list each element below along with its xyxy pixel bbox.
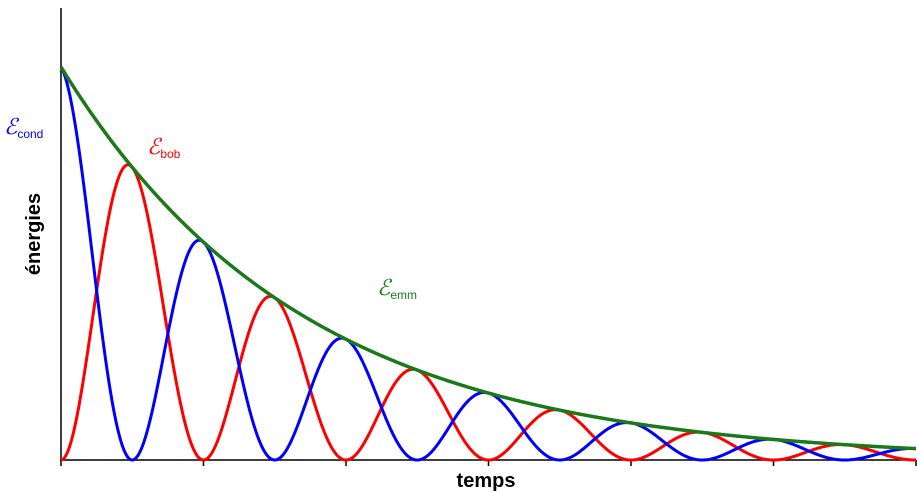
axes <box>60 8 917 466</box>
series-line-emm <box>59 66 917 451</box>
series-label-cond: ℰcond <box>4 115 43 141</box>
series-label-emm: ℰemm <box>377 276 417 302</box>
series-line-cond <box>59 66 917 462</box>
series-line-bob <box>60 163 917 462</box>
x-axis-title: temps <box>457 470 516 492</box>
series-label-bob: ℰbob <box>147 135 181 161</box>
y-axis-title: énergies <box>23 193 45 275</box>
curves <box>59 66 917 462</box>
